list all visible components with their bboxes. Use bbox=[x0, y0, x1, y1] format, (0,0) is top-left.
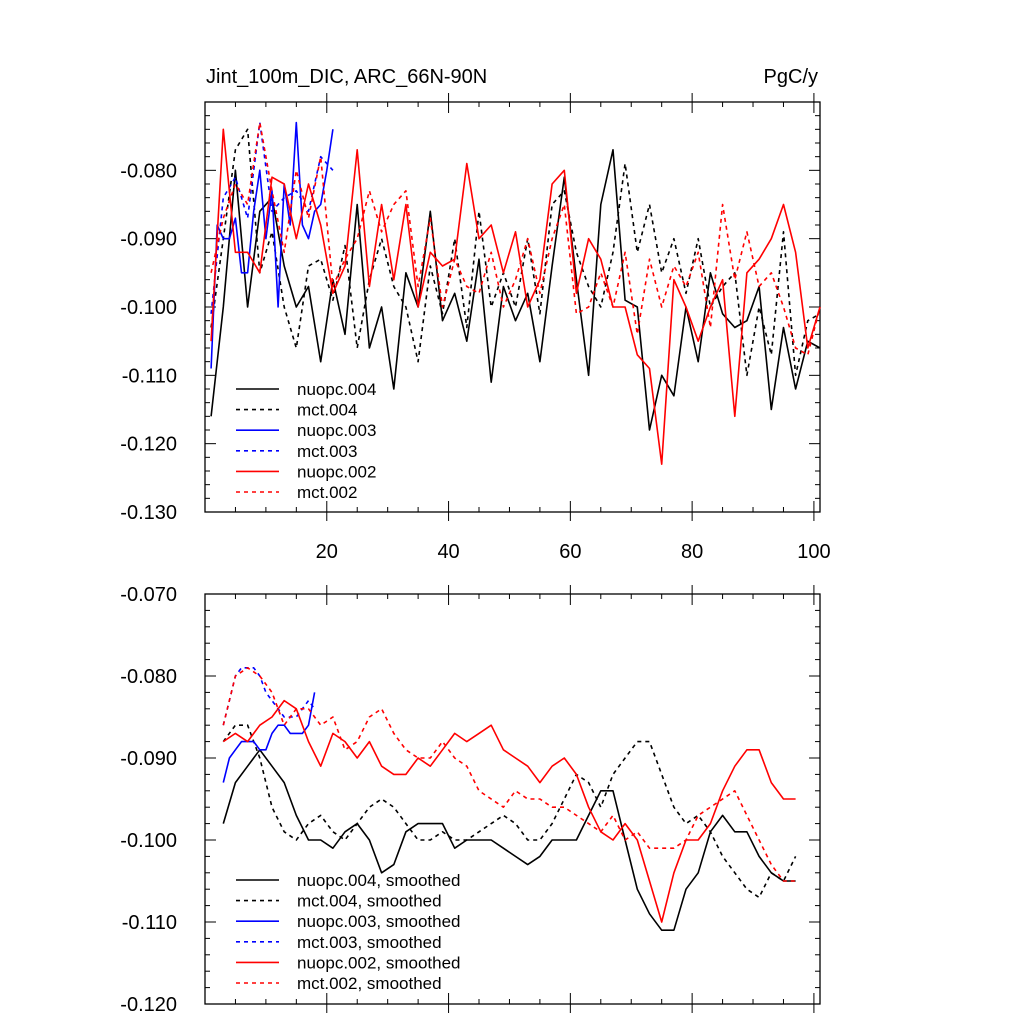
series-line-nuopc-004-smoothed bbox=[222, 749, 796, 931]
x-tick-label: 40 bbox=[437, 541, 459, 563]
y-tick-label: -0.100 bbox=[120, 830, 177, 852]
top-tick-group bbox=[205, 93, 820, 521]
legend-label-nuopc-004: nuopc.004 bbox=[297, 380, 376, 399]
y-tick-label: -0.070 bbox=[120, 584, 177, 606]
y-tick-label: -0.090 bbox=[120, 229, 177, 251]
y-tick-label: -0.100 bbox=[120, 297, 177, 319]
x-tick-label: 20 bbox=[316, 541, 338, 563]
legend-label-nuopc-003: nuopc.003 bbox=[297, 421, 376, 440]
legend-label-mct-002: mct.002 bbox=[297, 483, 357, 502]
x-tick-label: 80 bbox=[681, 541, 703, 563]
legend-label-mct-004: mct.004 bbox=[297, 401, 357, 420]
y-tick-label: -0.080 bbox=[120, 160, 177, 182]
top-panel-units: PgC/y bbox=[764, 66, 818, 88]
y-tick-label: -0.110 bbox=[122, 912, 177, 934]
bottom-y-tick-labels: -0.070 -0.080 -0.090 -0.100 -0.110 -0.120 bbox=[120, 584, 177, 1016]
series-line-nuopc-002-smoothed bbox=[222, 699, 796, 923]
series-line-nuopc-003-smoothed bbox=[222, 692, 316, 783]
legend-label-nuopc-002: nuopc.002 bbox=[297, 462, 376, 481]
series-line-mct-002 bbox=[210, 121, 821, 356]
series-line-nuopc-004 bbox=[210, 149, 821, 431]
series-line-mct-003 bbox=[210, 121, 334, 314]
top-series-lines bbox=[210, 121, 821, 465]
top-y-tick-labels: -0.080 -0.090 -0.100 -0.110 -0.120 -0.130 bbox=[120, 160, 177, 524]
x-tick-label: 60 bbox=[559, 541, 581, 563]
y-tick-label: -0.120 bbox=[120, 434, 177, 456]
bottom-tick-group bbox=[205, 585, 820, 1013]
top-x-tick-labels: 20 40 60 80 100 bbox=[316, 541, 831, 563]
y-tick-label: -0.120 bbox=[120, 994, 177, 1016]
y-tick-label: -0.080 bbox=[120, 666, 177, 688]
bottom-panel: -0.070 -0.080 -0.090 -0.100 -0.110 -0.120 nuo… bbox=[120, 584, 821, 1016]
series-line-mct-003-smoothed bbox=[222, 667, 316, 726]
y-tick-label: -0.090 bbox=[120, 748, 177, 770]
bottom-plot-frame bbox=[204, 593, 821, 1005]
series-line-mct-004-smoothed bbox=[222, 724, 797, 899]
top-panel-title: Jint_100m_DIC, ARC_66N-90N bbox=[206, 66, 487, 88]
legend-label-mct-002-smoothed: mct.002, smoothed bbox=[297, 974, 442, 993]
series-line-nuopc-003 bbox=[210, 121, 334, 369]
series-line-nuopc-002 bbox=[210, 128, 821, 465]
series-line-mct-002-smoothed bbox=[222, 667, 796, 882]
legend-label-nuopc-003-smoothed: nuopc.003, smoothed bbox=[297, 912, 461, 931]
bottom-series-lines bbox=[222, 667, 797, 931]
legend-label-mct-003-smoothed: mct.003, smoothed bbox=[297, 933, 442, 952]
y-tick-label: -0.130 bbox=[120, 502, 177, 524]
legend-label-mct-004-smoothed: mct.004, smoothed bbox=[297, 892, 442, 911]
legend-label-mct-003: mct.003 bbox=[297, 442, 357, 461]
x-tick-label: 100 bbox=[797, 541, 830, 563]
legend-label-nuopc-004-smoothed: nuopc.004, smoothed bbox=[297, 871, 461, 890]
top-panel: Jint_100m_DIC, ARC_66N-90N PgC/y 20 40 60 8… bbox=[120, 66, 830, 563]
y-tick-label: -0.110 bbox=[122, 365, 177, 387]
legend-label-nuopc-002-smoothed: nuopc.002, smoothed bbox=[297, 953, 461, 972]
